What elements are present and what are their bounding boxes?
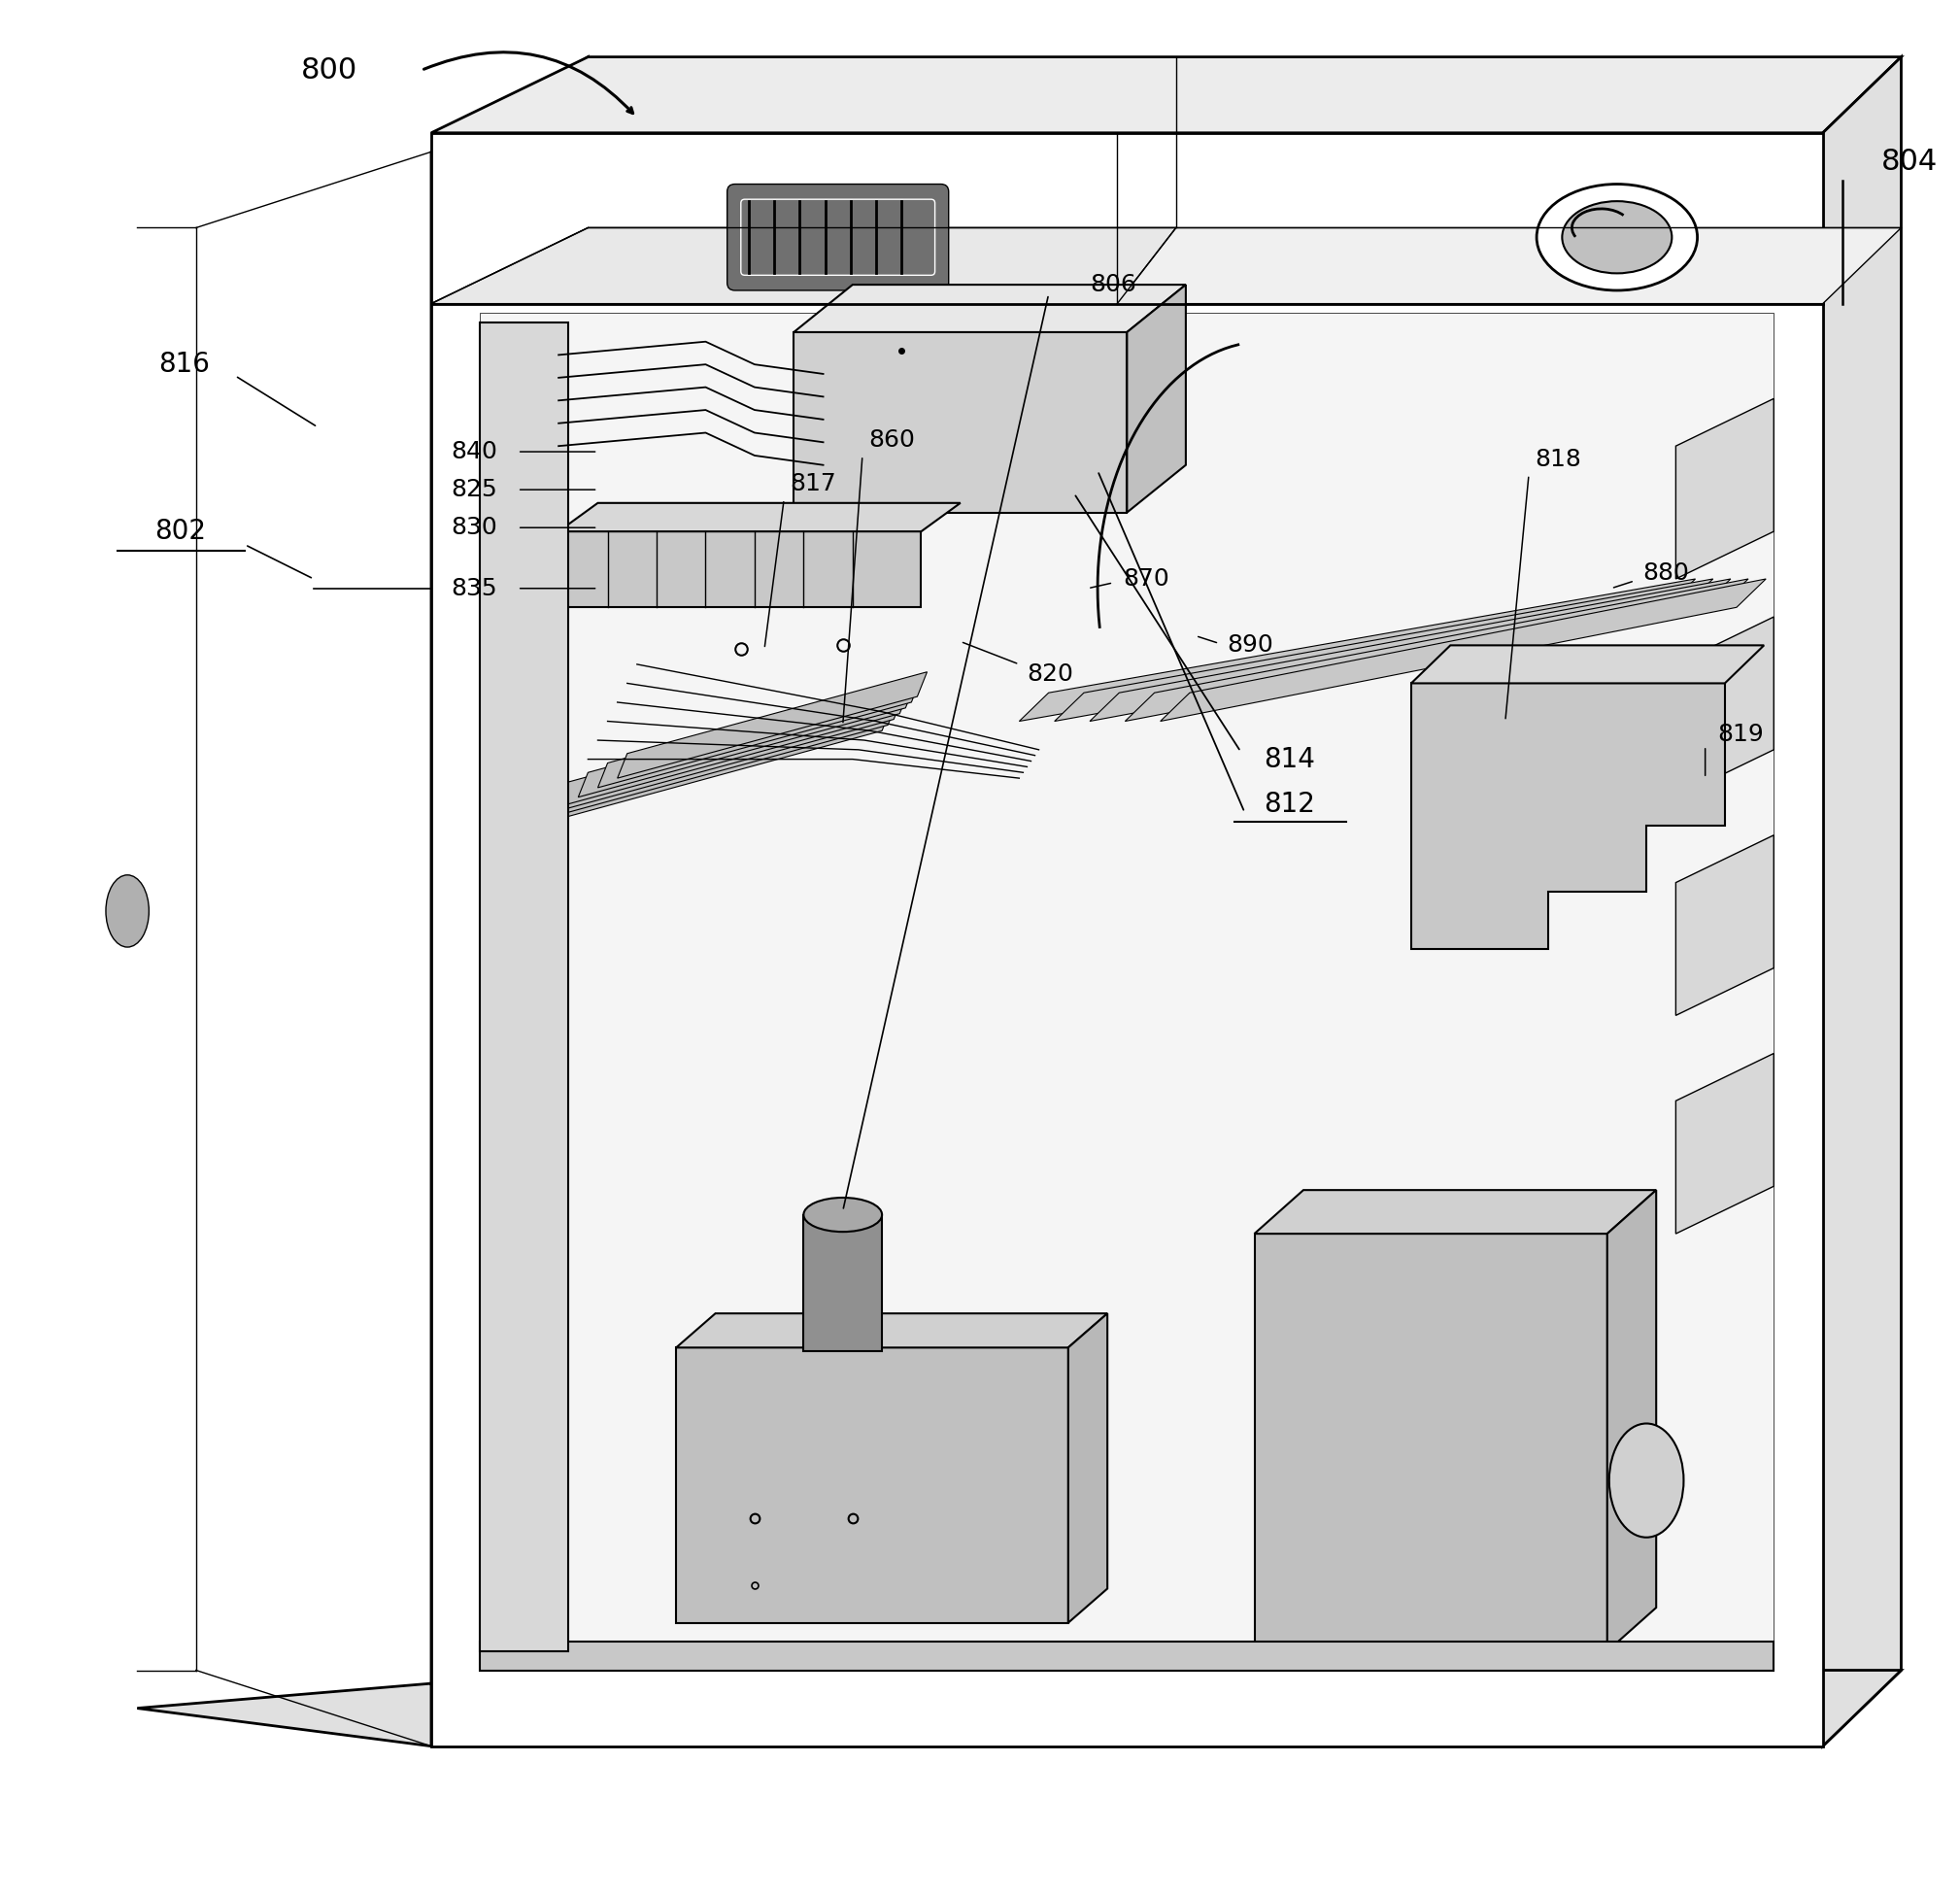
- Text: 818: 818: [1535, 448, 1582, 471]
- Polygon shape: [480, 313, 1774, 1661]
- Polygon shape: [559, 503, 960, 531]
- Polygon shape: [1823, 57, 1901, 1746]
- Polygon shape: [1160, 579, 1766, 721]
- Polygon shape: [431, 228, 1901, 304]
- Text: 870: 870: [1123, 568, 1170, 590]
- Polygon shape: [431, 57, 1901, 133]
- Polygon shape: [1676, 399, 1774, 579]
- Polygon shape: [431, 133, 1823, 1746]
- Ellipse shape: [106, 875, 149, 947]
- Text: 820: 820: [1027, 662, 1074, 685]
- Text: 806: 806: [1090, 273, 1137, 296]
- Text: 880: 880: [1642, 562, 1690, 585]
- Polygon shape: [804, 1215, 882, 1351]
- Polygon shape: [1676, 835, 1774, 1015]
- Polygon shape: [431, 1670, 1901, 1746]
- Polygon shape: [480, 323, 568, 1651]
- Text: 802: 802: [155, 518, 206, 545]
- Ellipse shape: [1537, 184, 1697, 290]
- Polygon shape: [676, 1313, 1107, 1348]
- Polygon shape: [1054, 579, 1713, 721]
- Text: 804: 804: [1882, 148, 1938, 175]
- Text: 825: 825: [451, 478, 498, 501]
- Polygon shape: [598, 678, 921, 788]
- Polygon shape: [676, 1348, 1068, 1623]
- Polygon shape: [1125, 579, 1748, 721]
- Polygon shape: [1254, 1190, 1656, 1234]
- Polygon shape: [480, 1642, 1774, 1670]
- Polygon shape: [617, 672, 927, 778]
- Polygon shape: [794, 285, 1186, 332]
- Text: 817: 817: [790, 473, 837, 495]
- Polygon shape: [137, 57, 588, 1746]
- Polygon shape: [1607, 1190, 1656, 1651]
- Text: 830: 830: [451, 516, 498, 539]
- Text: 814: 814: [1264, 746, 1315, 772]
- Polygon shape: [1068, 1313, 1107, 1623]
- Text: 819: 819: [1717, 723, 1764, 746]
- Ellipse shape: [1562, 201, 1672, 273]
- Polygon shape: [500, 706, 892, 835]
- Polygon shape: [1411, 645, 1764, 683]
- Polygon shape: [1676, 617, 1774, 797]
- Polygon shape: [794, 332, 1127, 512]
- Polygon shape: [1411, 683, 1725, 949]
- Ellipse shape: [1609, 1424, 1684, 1537]
- FancyBboxPatch shape: [727, 184, 949, 290]
- Text: 812: 812: [1264, 791, 1315, 818]
- Polygon shape: [431, 228, 1176, 304]
- Polygon shape: [1254, 1234, 1607, 1651]
- Polygon shape: [519, 700, 898, 826]
- Text: 860: 860: [868, 429, 915, 452]
- Text: 840: 840: [451, 440, 498, 463]
- Polygon shape: [559, 689, 909, 807]
- Text: 890: 890: [1227, 634, 1274, 657]
- Polygon shape: [1676, 1053, 1774, 1234]
- Polygon shape: [1090, 579, 1731, 721]
- Text: 800: 800: [302, 57, 357, 84]
- Polygon shape: [559, 531, 921, 607]
- Polygon shape: [1019, 579, 1695, 721]
- Polygon shape: [1127, 285, 1186, 512]
- Polygon shape: [539, 695, 904, 816]
- Polygon shape: [578, 683, 915, 797]
- Text: 835: 835: [451, 577, 498, 600]
- Text: 816: 816: [159, 351, 210, 378]
- Ellipse shape: [804, 1198, 882, 1232]
